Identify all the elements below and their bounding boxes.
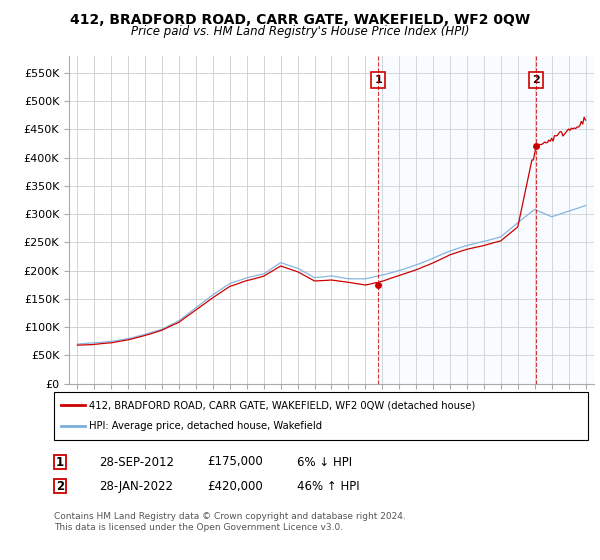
Text: 1: 1 <box>56 455 64 469</box>
Text: 28-JAN-2022: 28-JAN-2022 <box>99 479 173 493</box>
Text: HPI: Average price, detached house, Wakefield: HPI: Average price, detached house, Wake… <box>89 421 322 431</box>
Bar <box>378 56 594 384</box>
Text: £420,000: £420,000 <box>207 479 263 493</box>
Text: 1: 1 <box>374 74 382 85</box>
Text: 2: 2 <box>56 479 64 493</box>
Text: Price paid vs. HM Land Registry's House Price Index (HPI): Price paid vs. HM Land Registry's House … <box>131 25 469 38</box>
Text: 6% ↓ HPI: 6% ↓ HPI <box>297 455 352 469</box>
Text: 28-SEP-2012: 28-SEP-2012 <box>99 455 174 469</box>
Text: 46% ↑ HPI: 46% ↑ HPI <box>297 479 359 493</box>
Text: Contains HM Land Registry data © Crown copyright and database right 2024.
This d: Contains HM Land Registry data © Crown c… <box>54 512 406 532</box>
Text: 2: 2 <box>532 74 540 85</box>
Text: 412, BRADFORD ROAD, CARR GATE, WAKEFIELD, WF2 0QW: 412, BRADFORD ROAD, CARR GATE, WAKEFIELD… <box>70 13 530 27</box>
Text: 412, BRADFORD ROAD, CARR GATE, WAKEFIELD, WF2 0QW (detached house): 412, BRADFORD ROAD, CARR GATE, WAKEFIELD… <box>89 400 475 410</box>
Text: £175,000: £175,000 <box>207 455 263 469</box>
